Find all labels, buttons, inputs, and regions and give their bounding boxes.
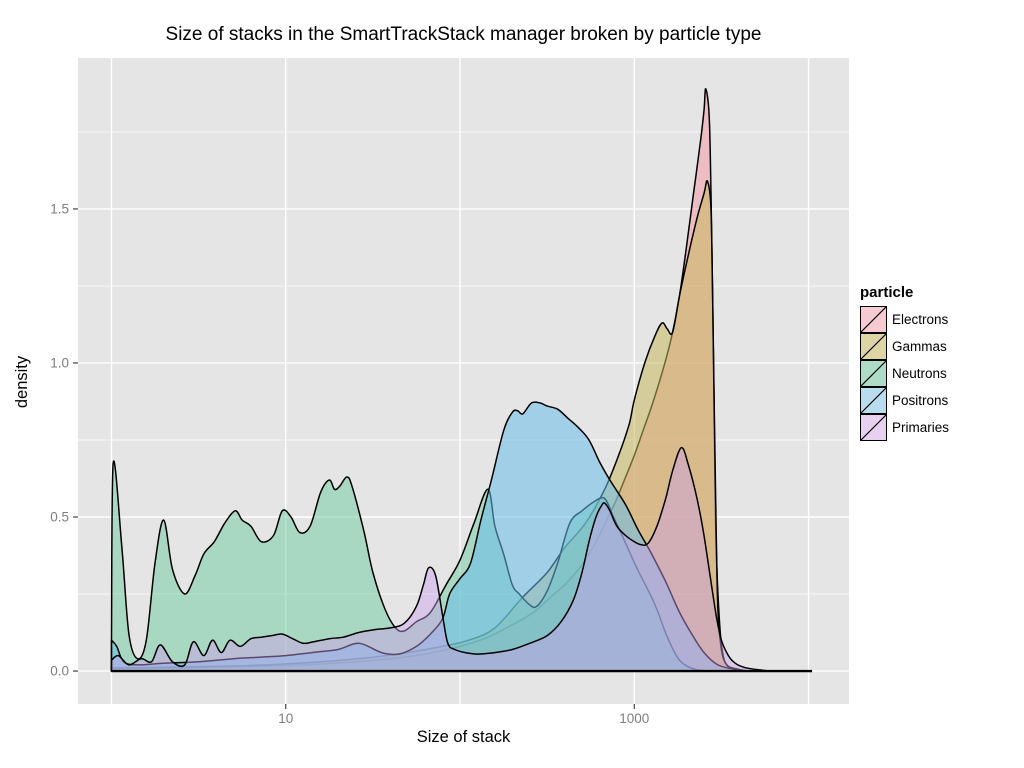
legend-item-primaries: Primaries	[860, 414, 949, 441]
legend-title: particle	[860, 284, 914, 301]
legend-key-electrons-swatch	[860, 306, 887, 333]
x-axis-title: Size of stack	[416, 728, 511, 746]
legend-label: Positrons	[892, 393, 949, 408]
density-area-positrons	[110, 401, 749, 672]
legend: particle Electrons Gammas Neutrons Positron…	[860, 284, 949, 441]
legend-key-positrons-swatch	[860, 387, 887, 414]
legend-label: Electrons	[892, 312, 949, 327]
legend-items: Electrons Gammas Neutrons Positrons Primarie…	[860, 306, 949, 441]
y-tick-label: 1.0	[50, 355, 69, 370]
legend-label: Neutrons	[892, 366, 947, 381]
y-tick-label: 0.5	[50, 510, 69, 525]
legend-item-gammas: Gammas	[860, 333, 949, 360]
legend-item-neutrons: Neutrons	[860, 360, 949, 387]
y-tick-label: 0.0	[50, 664, 69, 679]
legend-label: Primaries	[892, 420, 950, 435]
legend-item-positrons: Positrons	[860, 387, 949, 414]
legend-key-gammas-swatch	[860, 333, 887, 360]
density-area-primaries	[110, 446, 771, 672]
x-tick-label: 10	[278, 711, 293, 726]
y-axis-title: density	[13, 355, 31, 409]
legend-key-primaries-swatch	[860, 414, 887, 441]
legend-key-neutrons-swatch	[860, 360, 887, 387]
legend-item-electrons: Electrons	[860, 306, 949, 333]
legend-label: Gammas	[892, 339, 947, 354]
plot-title: Size of stacks in the SmartTrackStack ma…	[165, 24, 762, 45]
y-tick-label: 1.5	[50, 201, 69, 216]
x-tick-label: 1000	[619, 711, 649, 726]
